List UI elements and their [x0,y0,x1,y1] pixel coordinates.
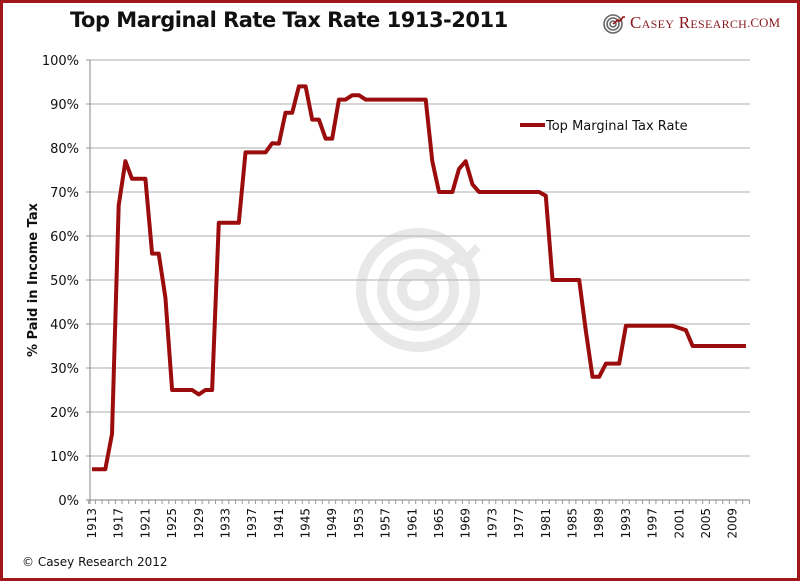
y-axis-label: % Paid in Income Tax [26,202,41,357]
brand-domain: .com [747,15,781,30]
y-tick-label: 90% [50,98,79,113]
x-tick-label: 1925 [165,508,179,539]
y-tick-label: 10% [50,450,79,465]
legend-label: Top Marginal Tax Rate [545,119,688,134]
x-tick-label: 1953 [352,508,366,539]
x-tick-label: 1993 [619,508,633,539]
x-tick-label: 2009 [726,508,740,539]
x-tick-label: 1957 [379,508,393,539]
y-tick-label: 30% [50,362,79,377]
copyright: © Casey Research 2012 [22,555,168,569]
x-tick-label: 1937 [245,508,259,539]
x-tick-label: 1989 [592,508,606,539]
x-tick-label: 1977 [512,508,526,539]
x-tick-label: 1913 [85,508,99,539]
x-tick-label: 1949 [325,508,339,539]
x-tick-label: 1933 [218,508,232,539]
series-line-top-marginal-tax-rate [92,84,746,472]
x-tick-label: 1917 [112,508,126,539]
y-tick-label: 80% [50,142,79,157]
x-tick-label: 1965 [432,508,446,539]
x-tick-label: 2005 [699,508,713,539]
brand-logo: Casey Research .com [602,12,780,34]
x-tick-label: 1929 [192,508,206,539]
x-tick-label: 1997 [646,508,660,539]
y-tick-label: 40% [50,318,79,333]
brand-name: Casey Research [630,13,748,32]
y-tick-label: 70% [50,186,79,201]
y-tick-label: 20% [50,406,79,421]
legend: Top Marginal Tax Rate [520,119,688,134]
x-tick-label: 1969 [459,508,473,539]
x-tick-label: 1981 [539,508,553,539]
y-tick-label: 0% [58,494,79,509]
chart-title: Top Marginal Rate Tax Rate 1913-2011 [70,8,508,32]
y-tick-label: 60% [50,230,79,245]
x-tick-label: 1921 [138,508,152,539]
x-tick-label: 1961 [405,508,419,539]
y-tick-label: 100% [42,54,79,69]
x-tick-label: 1985 [565,508,579,539]
x-tick-label: 1941 [272,508,286,539]
target-logo-icon [603,14,625,34]
watermark-target-icon [356,228,481,352]
y-tick-label: 50% [50,274,79,289]
x-tick-label: 1945 [299,508,313,539]
x-tick-label: 1973 [485,508,499,539]
x-tick-label: 2001 [672,508,686,539]
